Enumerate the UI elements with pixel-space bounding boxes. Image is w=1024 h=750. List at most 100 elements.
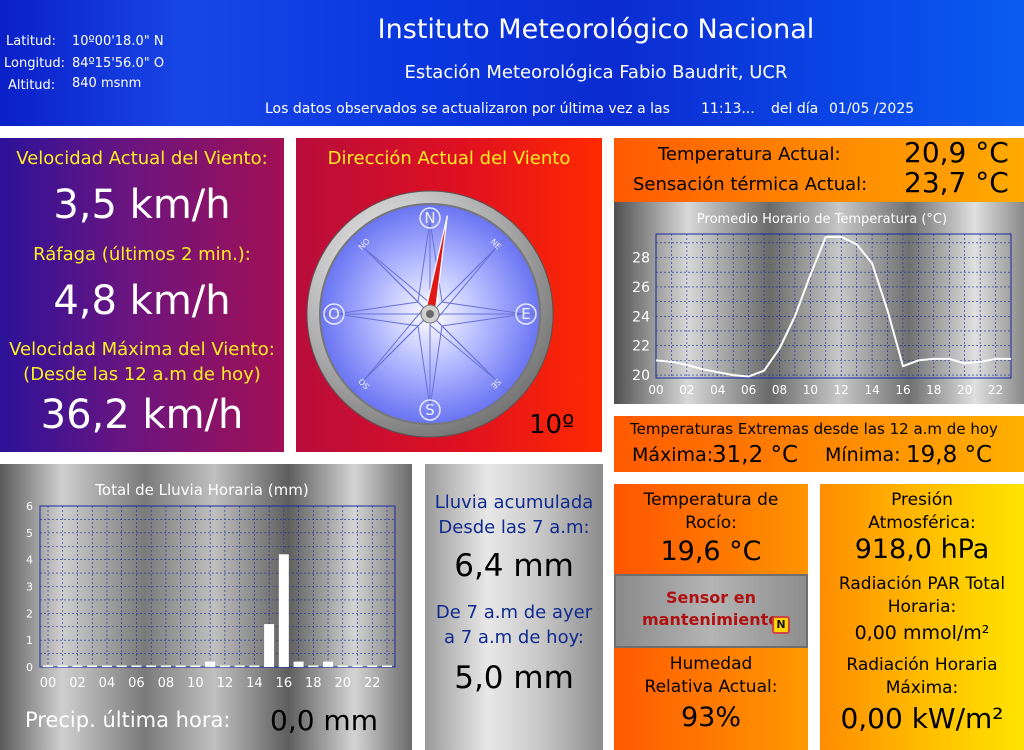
temperature-chart-grid xyxy=(655,233,1012,379)
temperature-chart-panel: Promedio Horario de Temperatura (°C) 20 2… xyxy=(614,202,1024,404)
temperature-chart-x-tick: 16 xyxy=(895,383,910,397)
temperature-chart: Promedio Horario de Temperatura (°C) 20 2… xyxy=(632,212,1012,397)
wind-direction-panel: Dirección Actual del Viento xyxy=(296,138,602,452)
rain-accumulated-label-2: Desde las 7 a.m: xyxy=(438,517,590,538)
wind-gust-label: Ráfaga (últimos 2 min.): xyxy=(33,244,251,265)
rain-bar xyxy=(293,661,304,667)
temp-min-value: 19,8 °C xyxy=(906,442,993,468)
temperature-chart-x-tick: 04 xyxy=(710,383,725,397)
wind-max-label-1: Velocidad Máxima del Viento: xyxy=(9,339,275,360)
temperature-chart-x-tick: 20 xyxy=(957,383,972,397)
rain-chart-x-tick: 20 xyxy=(335,676,352,691)
humidity-panel: Humedad Relativa Actual: 93% xyxy=(614,648,808,750)
maintenance-badge-icon: N xyxy=(772,616,790,634)
dew-point-panel: Temperatura de Rocío: 19,6 °C xyxy=(614,484,808,574)
rain-accumulated-value: 6,4 mm xyxy=(454,548,574,584)
rain-chart-grid xyxy=(39,505,396,668)
altitud-value: 840 msnm xyxy=(72,76,142,91)
rain-chart-y-ticks: 0 1 2 3 4 5 6 xyxy=(26,500,33,674)
max-radiation-label-2: Máxima: xyxy=(885,678,959,698)
temperature-current-value: 20,9 °C xyxy=(904,136,1009,169)
temperature-chart-x-tick: 02 xyxy=(679,383,694,397)
rain-bar xyxy=(352,665,363,667)
rain-bar xyxy=(264,624,275,667)
wind-max-label-2: (Desde las 12 a.m de hoy) xyxy=(23,364,261,385)
par-radiation-label-1: Radiación PAR Total xyxy=(838,574,1006,594)
temperature-chart-x-tick: 18 xyxy=(926,383,941,397)
rain-chart-x-tick: 16 xyxy=(276,676,293,691)
rain-bar xyxy=(234,665,245,667)
rain-bar xyxy=(87,665,98,667)
dew-point-label-1: Temperatura de xyxy=(643,490,779,510)
temp-max-label: Máxima: xyxy=(632,444,714,466)
rain-bar xyxy=(308,665,319,667)
compass-n-ring xyxy=(419,207,441,229)
rain-chart-y-tick: 5 xyxy=(26,527,33,540)
temperature-current-label: Temperatura Actual: xyxy=(658,144,841,165)
temperature-chart-x-tick: 06 xyxy=(741,383,756,397)
humidity-label-2: Relativa Actual: xyxy=(644,677,778,697)
sensor-maintenance-line-1: Sensor en xyxy=(666,588,756,607)
rain-chart-x-tick: 10 xyxy=(187,676,204,691)
rain-last-hour-label: Precip. última hora: xyxy=(25,708,231,732)
compass-e-label: E xyxy=(521,305,530,323)
rain-chart-y-tick: 1 xyxy=(26,634,33,647)
rain-bar xyxy=(205,661,216,667)
temperature-extremes-panel: Temperaturas Extremas desde las 12 a.m d… xyxy=(614,416,1024,472)
rain-bar xyxy=(367,665,378,667)
rain-chart-x-tick: 06 xyxy=(128,676,145,691)
temperature-chart-x-ticks: 00 02 04 06 08 10 12 14 16 18 20 22 xyxy=(648,383,1003,397)
temperature-chart-title: Promedio Horario de Temperatura (°C) xyxy=(697,212,947,227)
temperature-chart-x-tick: 12 xyxy=(834,383,849,397)
longitud-value: 84º15'56.0" O xyxy=(72,56,165,71)
rain-chart-x-tick: 02 xyxy=(69,676,86,691)
header-banner: Latitud: 10º00'18.0" N Longitud: 84º15'5… xyxy=(0,0,1024,126)
update-day-label: del día xyxy=(771,101,819,117)
rain-bar xyxy=(160,665,171,667)
dew-point-label-2: Rocío: xyxy=(685,513,737,533)
pressure-label-1: Presión xyxy=(891,490,953,510)
rain-bar xyxy=(175,665,186,667)
rain-chart-x-tick: 22 xyxy=(364,676,381,691)
rain-bar xyxy=(43,665,53,667)
temperature-chart-x-tick: 08 xyxy=(772,383,787,397)
rain-bar xyxy=(131,665,142,667)
rain-yesterday-label-1: De 7 a.m de ayer xyxy=(435,602,593,623)
temperature-chart-x-tick: 14 xyxy=(864,383,879,397)
compass-o-label: O xyxy=(328,305,340,323)
rain-yesterday-label-2: a 7 a.m de hoy: xyxy=(444,627,584,648)
rain-bar xyxy=(116,665,127,667)
latitud-label: Latitud: xyxy=(6,34,56,49)
rain-chart-y-tick: 2 xyxy=(26,607,33,620)
rain-chart-y-tick: 4 xyxy=(26,554,33,567)
compass-n-label: N xyxy=(424,209,435,227)
sensor-maintenance-line-2: mantenimiento xyxy=(642,610,780,629)
pressure-radiation-panel: Presión Atmosférica: 918,0 hPa Radiación… xyxy=(820,484,1024,750)
temperature-chart-y-tick: 24 xyxy=(632,309,650,325)
rain-bar xyxy=(219,665,230,667)
page-subtitle: Estación Meteorológica Fabio Baudrit, UC… xyxy=(404,62,788,83)
compass-o-ring xyxy=(323,303,345,325)
temperature-chart-frame xyxy=(655,233,1012,379)
rain-last-hour-value: 0,0 mm xyxy=(270,704,378,737)
wind-direction-value: 10º xyxy=(529,410,575,440)
rain-chart-y-tick: 0 xyxy=(26,661,33,674)
humidity-label-1: Humedad xyxy=(669,654,753,674)
rain-accumulated-panel: Lluvia acumulada Desde las 7 a.m: 6,4 mm… xyxy=(425,464,603,750)
wind-speed-label: Velocidad Actual del Viento: xyxy=(16,148,268,169)
rain-accumulated-label-1: Lluvia acumulada xyxy=(434,492,594,513)
page-title: Instituto Meteorológico Nacional xyxy=(377,14,815,45)
rain-chart-title: Total de Lluvia Horaria (mm) xyxy=(94,481,308,499)
temperature-chart-y-tick: 28 xyxy=(632,251,650,267)
temperature-chart-y-tick: 20 xyxy=(632,368,650,384)
rain-bar xyxy=(337,665,348,667)
rain-bar xyxy=(101,665,112,667)
rain-bar xyxy=(278,554,289,667)
wind-direction-label: Dirección Actual del Viento xyxy=(327,148,571,169)
temperature-chart-y-tick: 26 xyxy=(632,280,650,296)
wind-speed-panel: Velocidad Actual del Viento: 3,5 km/h Rá… xyxy=(0,138,284,452)
temp-max-value: 31,2 °C xyxy=(712,442,799,468)
rain-bar xyxy=(57,665,68,667)
rain-chart-x-tick: 14 xyxy=(246,676,263,691)
